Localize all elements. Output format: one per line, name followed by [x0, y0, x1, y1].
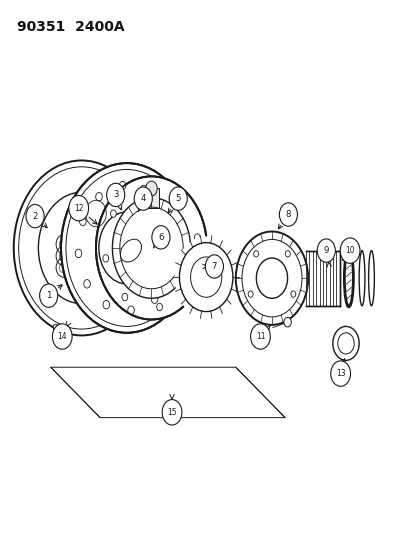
Circle shape [95, 192, 102, 201]
Circle shape [102, 255, 108, 262]
Text: 7: 7 [211, 262, 217, 271]
Circle shape [162, 400, 181, 425]
Text: 3: 3 [113, 190, 118, 199]
Circle shape [61, 163, 192, 333]
Circle shape [145, 181, 157, 196]
Circle shape [194, 234, 199, 241]
Text: 14: 14 [57, 332, 67, 341]
Circle shape [103, 301, 109, 309]
Bar [144, 188, 159, 208]
Circle shape [169, 187, 187, 211]
Circle shape [190, 257, 221, 297]
Text: 13: 13 [335, 369, 344, 378]
Circle shape [330, 361, 350, 386]
Circle shape [53, 324, 58, 330]
Text: 6: 6 [158, 233, 163, 242]
Circle shape [167, 270, 173, 279]
Text: 9: 9 [323, 246, 328, 255]
Bar [305, 251, 339, 306]
Circle shape [151, 295, 157, 303]
Circle shape [140, 185, 146, 192]
Text: 8: 8 [285, 210, 290, 219]
Circle shape [119, 181, 126, 190]
Circle shape [112, 198, 190, 298]
Circle shape [171, 238, 178, 247]
Circle shape [175, 195, 180, 203]
Circle shape [40, 284, 57, 308]
Circle shape [250, 324, 270, 349]
Circle shape [96, 176, 206, 319]
Text: 15: 15 [167, 408, 176, 417]
Circle shape [144, 187, 150, 196]
Circle shape [256, 258, 287, 298]
Text: 2: 2 [32, 212, 38, 221]
Circle shape [339, 238, 359, 263]
Circle shape [332, 326, 358, 360]
Circle shape [110, 210, 116, 217]
Circle shape [156, 303, 162, 311]
Circle shape [316, 239, 335, 262]
Circle shape [134, 187, 152, 211]
Circle shape [99, 212, 154, 284]
Circle shape [253, 251, 258, 257]
Ellipse shape [114, 232, 148, 269]
Circle shape [285, 251, 290, 257]
Circle shape [186, 279, 192, 286]
Circle shape [107, 183, 124, 207]
Text: 11: 11 [255, 332, 265, 341]
Circle shape [69, 196, 88, 221]
Text: 1: 1 [46, 291, 51, 300]
Circle shape [52, 324, 72, 349]
Circle shape [75, 249, 81, 257]
Text: 12: 12 [74, 204, 83, 213]
Circle shape [26, 205, 44, 228]
Ellipse shape [120, 239, 141, 262]
Circle shape [152, 225, 170, 249]
Circle shape [205, 255, 223, 278]
Circle shape [83, 280, 90, 288]
Circle shape [235, 231, 307, 325]
Circle shape [290, 291, 295, 297]
Text: 90351  2400A: 90351 2400A [17, 20, 124, 34]
Circle shape [174, 236, 237, 318]
Circle shape [279, 203, 297, 226]
Circle shape [283, 317, 291, 327]
Circle shape [247, 291, 252, 297]
Text: 4: 4 [140, 194, 146, 203]
Text: 5: 5 [175, 194, 180, 203]
Circle shape [79, 217, 86, 226]
Circle shape [128, 306, 134, 314]
Circle shape [163, 208, 169, 216]
Circle shape [122, 293, 127, 301]
Text: 10: 10 [344, 246, 354, 255]
